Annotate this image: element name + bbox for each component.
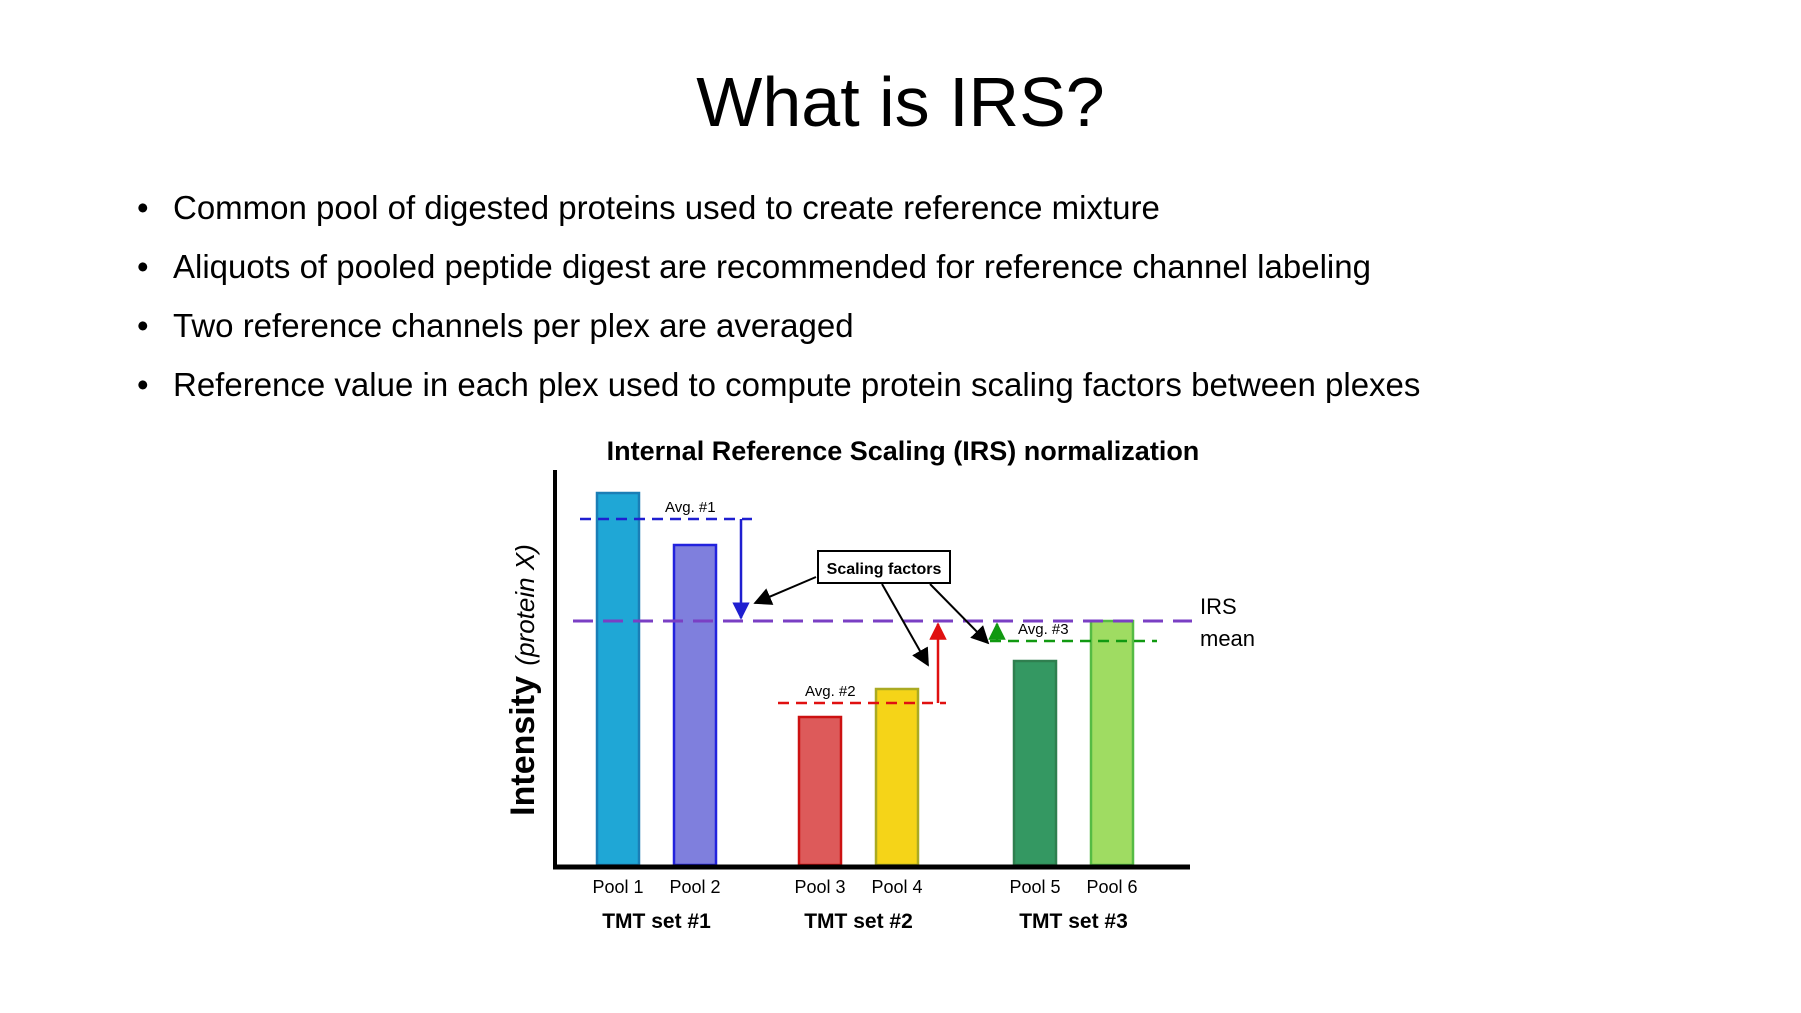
scaling-arrow-3 xyxy=(929,583,990,645)
bullet-item: Two reference channels per plex are aver… xyxy=(135,296,1420,355)
scaling-arrow-2 xyxy=(881,583,929,667)
irs-mean-label: mean xyxy=(1200,626,1255,651)
x-tick-label: Pool 2 xyxy=(669,877,720,897)
bar-pool-6 xyxy=(1089,619,1135,867)
bar-pool-4 xyxy=(874,687,920,867)
scaling-factors-box xyxy=(817,550,951,584)
group-label: TMT set #3 xyxy=(1019,910,1128,933)
chart-title: Internal Reference Scaling (IRS) normali… xyxy=(607,436,1200,466)
bar-pool-3 xyxy=(797,715,843,867)
bullet-item: Reference value in each plex used to com… xyxy=(135,355,1420,414)
bars-layer: Pool 1 Pool 2 Pool 3 Pool 4 Pool 5 Pool 6 TMT … xyxy=(592,491,1138,933)
irs-mean-label: IRS xyxy=(1200,594,1237,619)
x-tick-label: Pool 3 xyxy=(794,877,845,897)
scaling-factors-label: Scaling factors xyxy=(827,561,942,578)
avg-label: Avg. #2 xyxy=(805,683,856,700)
bullet-item: Common pool of digested proteins used to… xyxy=(135,178,1420,237)
avg-label: Avg. #1 xyxy=(665,499,716,516)
bar-pool-2 xyxy=(672,543,718,867)
group-label: TMT set #2 xyxy=(804,910,913,933)
bar-pool-1 xyxy=(595,491,641,867)
reference-lines-layer: Avg. #1 Avg. #2 Avg. #3 IRS mean xyxy=(573,499,1255,705)
x-tick-label: Pool 6 xyxy=(1086,877,1137,897)
scaling-factors-annotation: Scaling factors xyxy=(753,550,990,667)
scaling-arrow-1 xyxy=(753,576,817,605)
x-tick-label: Pool 4 xyxy=(871,877,922,897)
y-axis-label: Intensity (protein X) xyxy=(504,544,542,816)
slide-title: What is IRS? xyxy=(696,63,1105,141)
bullet-item: Aliquots of pooled peptide digest are re… xyxy=(135,237,1420,296)
bar-pool-5 xyxy=(1012,659,1058,867)
x-tick-label: Pool 5 xyxy=(1009,877,1060,897)
y-axis-label-main: Intensity xyxy=(504,676,542,816)
x-tick-label: Pool 1 xyxy=(592,877,643,897)
avg-label: Avg. #3 xyxy=(1018,621,1069,638)
group-label: TMT set #1 xyxy=(602,910,711,933)
y-axis-label-suffix: (protein X) xyxy=(510,544,540,665)
bullet-list: Common pool of digested proteins used to… xyxy=(135,178,1420,414)
